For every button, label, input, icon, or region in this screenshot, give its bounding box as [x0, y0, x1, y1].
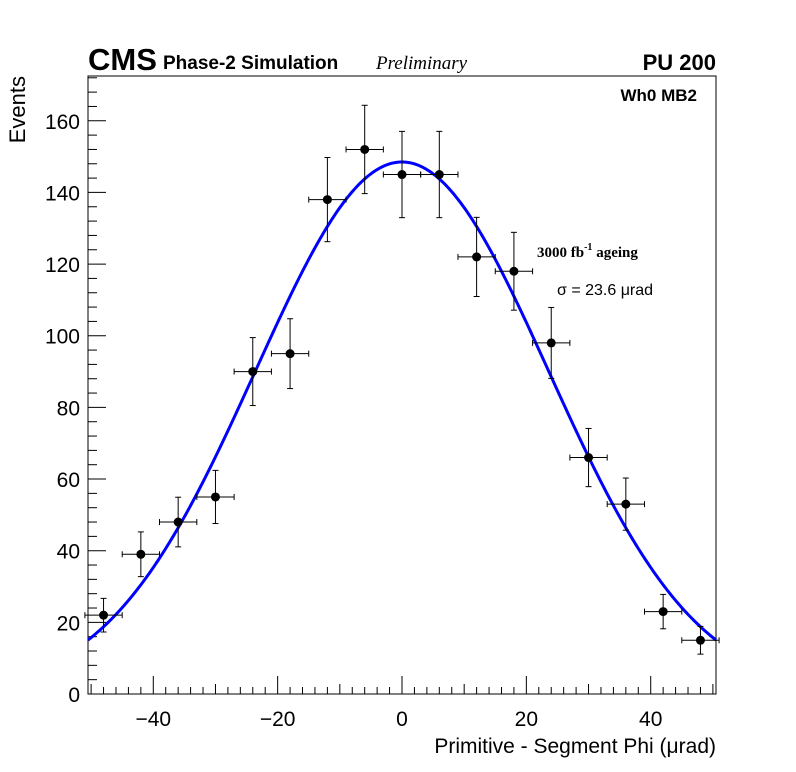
data-marker [695, 635, 705, 645]
y-tick-label: 100 [45, 326, 80, 349]
data-marker [434, 170, 444, 180]
y-tick-label: 120 [45, 254, 80, 277]
data-point [643, 593, 683, 630]
ageing-label: 3000 fb-1 ageing [537, 242, 638, 261]
x-tick-label: 0 [396, 708, 408, 731]
data-marker [99, 610, 109, 620]
data-marker [397, 170, 407, 180]
data-point [233, 337, 272, 407]
data-point [457, 216, 496, 297]
data-point [196, 469, 235, 525]
x-tick-label: 40 [639, 708, 662, 731]
data-point [382, 130, 422, 219]
data-marker [584, 453, 594, 463]
data-point [270, 318, 310, 390]
data-point [159, 496, 198, 548]
data-point [606, 477, 645, 531]
y-tick-label: 0 [68, 684, 80, 707]
pileup-label: PU 200 [643, 50, 716, 75]
data-marker [621, 499, 631, 509]
data-point [308, 157, 347, 243]
x-axis: −40 −20 0 20 40 [90, 676, 714, 731]
x-axis-title: Primitive - Segment Phi (μrad) [434, 735, 716, 758]
simulation-label: Phase-2 Simulation [163, 53, 338, 74]
y-tick-label: 80 [57, 397, 80, 420]
data-point [532, 306, 571, 379]
data-marker [360, 144, 370, 154]
data-marker [136, 549, 146, 559]
experiment-label: CMS [88, 42, 157, 77]
data-point [121, 531, 161, 578]
data-point [345, 104, 384, 195]
x-tick-label: −40 [135, 708, 171, 731]
data-marker [285, 349, 295, 359]
data-point [494, 231, 534, 311]
y-tick-label: 140 [45, 182, 80, 205]
y-tick-label: 40 [57, 541, 80, 564]
data-point [569, 427, 608, 488]
data-point [420, 130, 459, 219]
data-point [84, 597, 123, 633]
preliminary-label: Preliminary [375, 53, 468, 74]
x-tick-label: −20 [260, 708, 296, 731]
data-marker [322, 195, 332, 205]
chamber-label: Wh0 MB2 [621, 86, 698, 105]
y-tick-label: 20 [57, 612, 80, 635]
y-tick-label: 160 [45, 111, 80, 134]
y-tick-label: 60 [57, 469, 80, 492]
data-marker [210, 492, 220, 502]
y-axis-title: Events [5, 76, 30, 143]
data-marker [472, 252, 482, 262]
x-tick-label: 20 [515, 708, 538, 731]
y-axis: 0 20 40 60 80 100 120 140 160 [45, 77, 106, 707]
gaussian-fit-curve [87, 160, 717, 642]
data-marker [546, 338, 556, 348]
data-point [681, 625, 720, 655]
data-marker [509, 266, 519, 276]
data-marker [658, 607, 668, 617]
sigma-label: σ = 23.6 μrad [557, 282, 653, 299]
data-marker [173, 517, 183, 527]
data-marker [248, 367, 258, 377]
data-points [84, 104, 720, 655]
